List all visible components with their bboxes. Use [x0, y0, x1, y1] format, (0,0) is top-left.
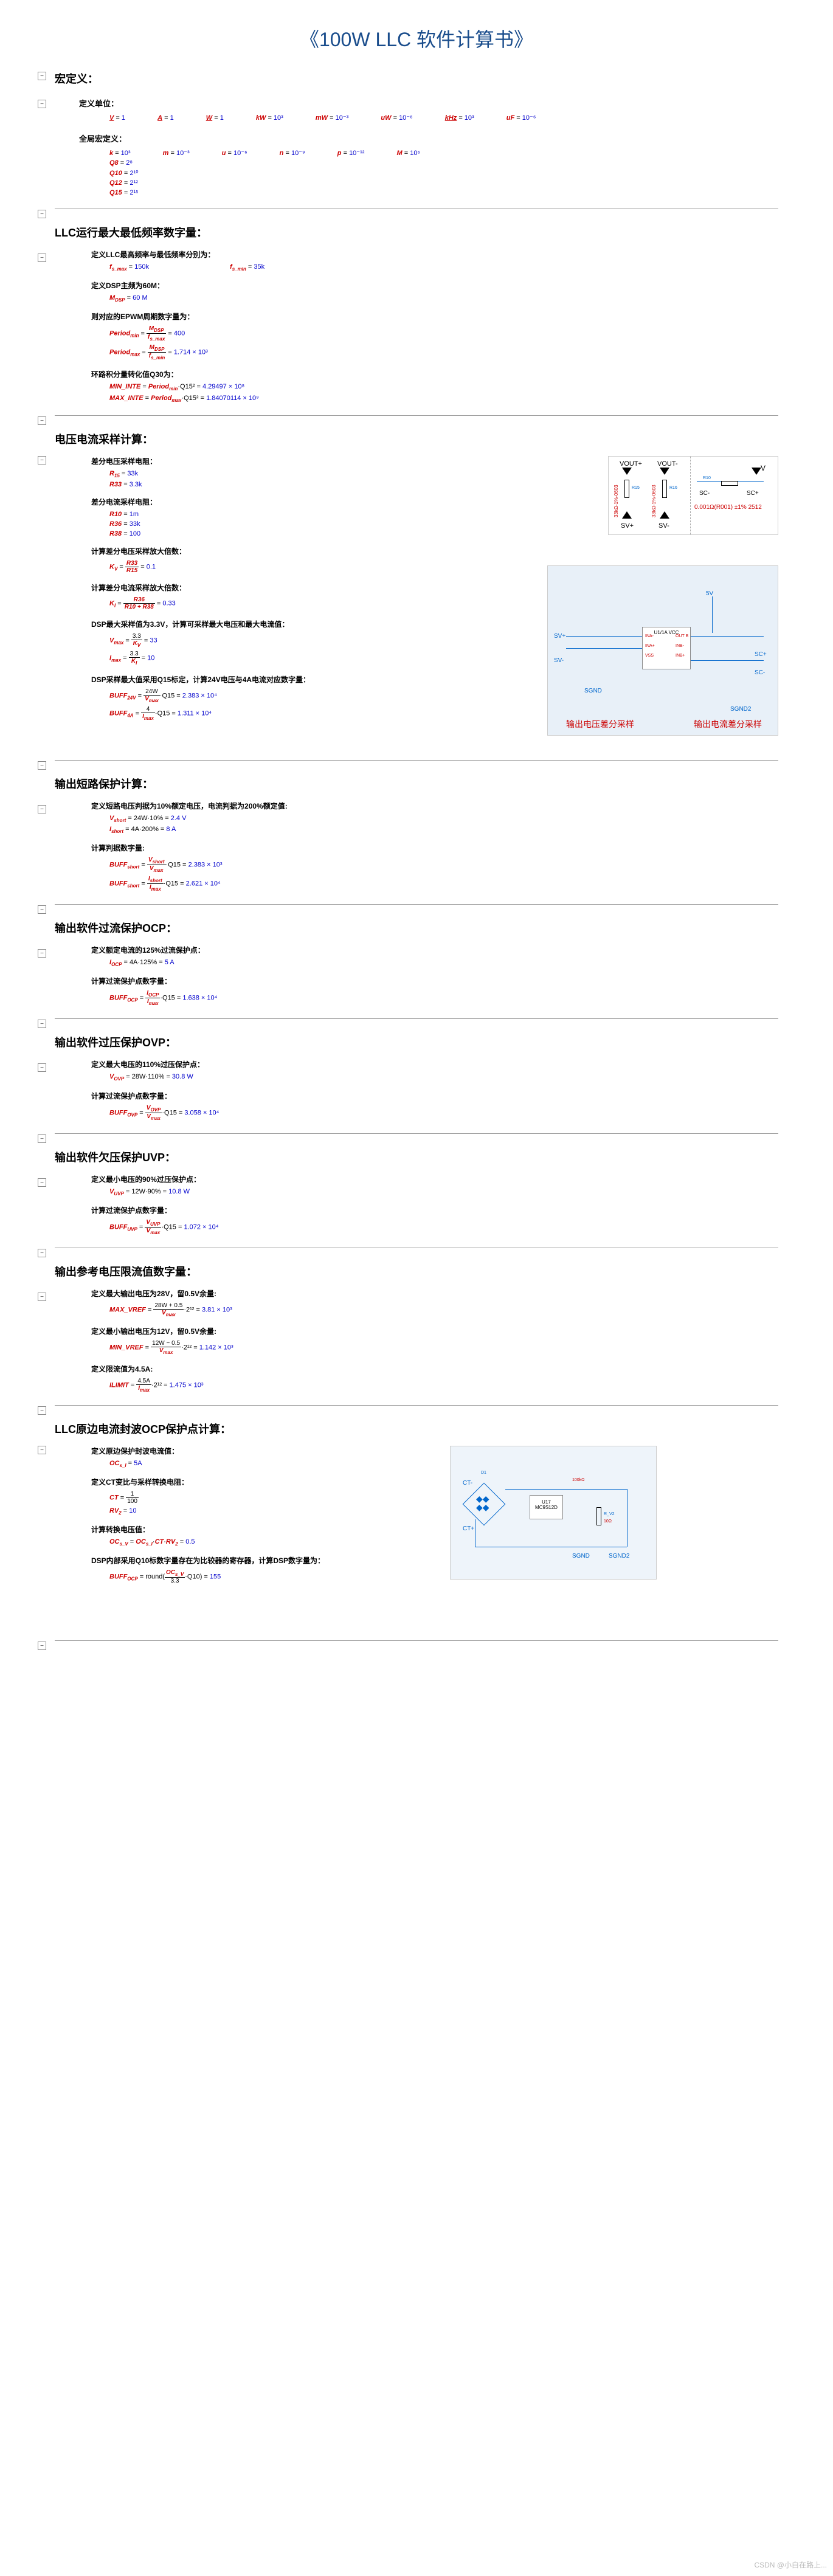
equation: OCs_V = OCs_I·CT·RV2 = 0.5	[109, 1538, 778, 1547]
collapse-toggle[interactable]: −	[38, 1446, 46, 1454]
subheading: 定义DSP主频为60M：	[91, 280, 778, 291]
collapse-toggle[interactable]: −	[38, 949, 46, 958]
divider	[55, 1640, 778, 1641]
equation: BUFFshort = VshortVmax·Q15 = 2.383 × 10³	[109, 857, 778, 873]
circuit-diagram-voltage-sense: VOUT+ VOUT- R15 R16 33kΩ-1%-0603 33kΩ-1%…	[608, 456, 778, 535]
equation: Ishort = 4A·200% = 8 A	[109, 826, 778, 834]
section-heading: LLC运行最大最低频率数字量：	[55, 224, 778, 240]
subheading: 计算判据数字量:	[91, 843, 778, 853]
equation: VOVP = 28W·110% = 30.8 W	[109, 1073, 778, 1082]
subheading: 计算过流保护点数字量：	[91, 1091, 778, 1101]
section-heading: 输出软件欠压保护UVP：	[55, 1149, 778, 1165]
subheading: 计算过流保护点数字量：	[91, 1205, 778, 1215]
equation: Q10 = 2¹⁰	[109, 169, 778, 177]
equation: MAX_INTE = Periodmax·Q15² = 1.84070114 ×…	[109, 395, 778, 403]
equation: MIN_VREF = 12W − 0.5Vmax·2¹² = 1.142 × 1…	[109, 1340, 778, 1355]
equation: MIN_INTE = Periodmin·Q15² = 4.29497 × 10…	[109, 383, 778, 392]
subheading: 定义额定电流的125%过流保护点：	[91, 945, 778, 955]
collapse-toggle[interactable]: −	[38, 72, 46, 80]
equation: Periodmin = MDSPfs_max = 400	[109, 325, 778, 342]
collapse-toggle[interactable]: −	[38, 1134, 46, 1143]
section-heading: LLC原边电流封波OCP保护点计算：	[55, 1421, 778, 1437]
subheading: 全局宏定义：	[79, 133, 778, 144]
subheading: 定义最大输出电压为28V，留0.5V余量:	[91, 1288, 778, 1299]
equation: Q8 = 2⁸	[109, 159, 778, 167]
collapse-toggle[interactable]: −	[38, 1063, 46, 1072]
collapse-toggle[interactable]: −	[38, 1406, 46, 1415]
subheading: 环路积分量转化值Q30为：	[91, 369, 778, 379]
equation-row: V = 1 A = 1 W = 1 kW = 10³ mW = 10⁻³ uW …	[109, 114, 778, 122]
collapse-toggle[interactable]: −	[38, 905, 46, 914]
equation: VUVP = 12W·90% = 10.8 W	[109, 1188, 778, 1196]
equation: MAX_VREF = 28W + 0.5Vmax·2¹² = 3.81 × 10…	[109, 1302, 778, 1317]
doc-title: 《100W LLC 软件计算书》	[0, 24, 833, 52]
section-heading: 电压电流采样计算：	[55, 431, 778, 447]
equation: BUFFOCP = round(OCs_V3.3·Q10) = 155	[109, 1569, 778, 1584]
subheading: 定义原边保护封波电流值：	[91, 1446, 778, 1456]
equation: Vshort = 24W·10% = 2.4 V	[109, 815, 778, 823]
equation: MDSP = 60 M	[109, 294, 778, 303]
divider	[55, 760, 778, 761]
subheading: 定义单位：	[79, 97, 778, 109]
equation: BUFFOCP = IOCPImax·Q15 = 1.638 × 10⁴	[109, 990, 778, 1006]
equation: CT = 1100	[109, 1491, 778, 1505]
collapse-toggle[interactable]: −	[38, 456, 46, 464]
divider	[55, 904, 778, 905]
equation: BUFFOVP = VOVPVmax·Q15 = 3.058 × 10⁴	[109, 1105, 778, 1121]
equation: RV2 = 10	[109, 1507, 778, 1516]
circuit-diagram-ct-sense: ◆◆ ◆◆ U17 MC9S12D R_V2 10Ω 100kΩ CT- CT+…	[450, 1446, 657, 1580]
collapse-toggle[interactable]: −	[38, 805, 46, 813]
equation: fs_max = 150k fs_min = 35k	[109, 263, 778, 272]
divider	[55, 415, 778, 416]
collapse-toggle[interactable]: −	[38, 1020, 46, 1028]
subheading: 则对应的EPWM周期数字量为：	[91, 311, 778, 322]
collapse-toggle[interactable]: −	[38, 416, 46, 425]
subheading: 计算差分电压采样放大倍数：	[91, 546, 778, 556]
subheading: DSP内部采用Q10标数字量存在为比较器的寄存器，计算DSP数字量为：	[91, 1555, 778, 1566]
collapse-toggle[interactable]: −	[38, 761, 46, 770]
equation: BUFFshort = IshortImax·Q15 = 2.621 × 10⁴	[109, 875, 778, 892]
equation: OCs_I = 5A	[109, 1460, 778, 1468]
subheading: 定义最小输出电压为12V，留0.5V余量:	[91, 1326, 778, 1336]
watermark: CSDN @小白在路上...	[754, 2560, 827, 2570]
collapse-toggle[interactable]: −	[38, 1249, 46, 1257]
subheading: 计算转换电压值：	[91, 1524, 778, 1535]
collapse-toggle[interactable]: −	[38, 1178, 46, 1187]
subheading: 定义限流值为4.5A:	[91, 1364, 778, 1374]
collapse-toggle[interactable]: −	[38, 1293, 46, 1301]
divider	[55, 1133, 778, 1134]
circuit-diagram-opamp: U1/1A VCC INA- OUT B INA+ INB- VSS INB+ …	[547, 565, 778, 736]
section-heading: 输出短路保护计算：	[55, 776, 778, 792]
collapse-toggle[interactable]: −	[38, 100, 46, 108]
equation: Q12 = 2¹²	[109, 179, 778, 187]
equation: ILIMIT = 4.5AImax·2¹² = 1.475 × 10³	[109, 1378, 778, 1393]
subheading: 定义最小电压的90%过压保护点：	[91, 1174, 778, 1184]
section-heading: 宏定义：	[55, 71, 778, 86]
subheading: 计算过流保护点数字量：	[91, 976, 778, 986]
equation: BUFFUVP = VUVPVmax·Q15 = 1.072 × 10⁴	[109, 1219, 778, 1235]
section-heading: 输出软件过压保护OVP：	[55, 1034, 778, 1050]
subheading: 定义CT变比与采样转换电阻：	[91, 1477, 778, 1487]
collapse-toggle[interactable]: −	[38, 210, 46, 218]
section-heading: 输出软件过流保护OCP：	[55, 920, 778, 936]
equation-row: k = 10³ m = 10⁻³ u = 10⁻⁶ n = 10⁻⁹ p = 1…	[109, 149, 778, 157]
subheading: 定义LLC最高频率与最低频率分别为：	[91, 249, 778, 260]
divider	[55, 1405, 778, 1406]
collapse-toggle[interactable]: −	[38, 1642, 46, 1650]
collapse-toggle[interactable]: −	[38, 254, 46, 262]
section-heading: 输出参考电压限流值数字量：	[55, 1263, 778, 1279]
divider	[55, 1018, 778, 1019]
equation: IOCP = 4A·125% = 5 A	[109, 959, 778, 967]
subheading: 定义最大电压的110%过压保护点：	[91, 1059, 778, 1069]
equation: Q15 = 2¹⁵	[109, 189, 778, 196]
equation: Periodmax = MDSPfs_min = 1.714 × 10³	[109, 344, 778, 361]
subheading: 定义短路电压判据为10%额定电压，电流判据为200%额定值:	[91, 801, 778, 811]
